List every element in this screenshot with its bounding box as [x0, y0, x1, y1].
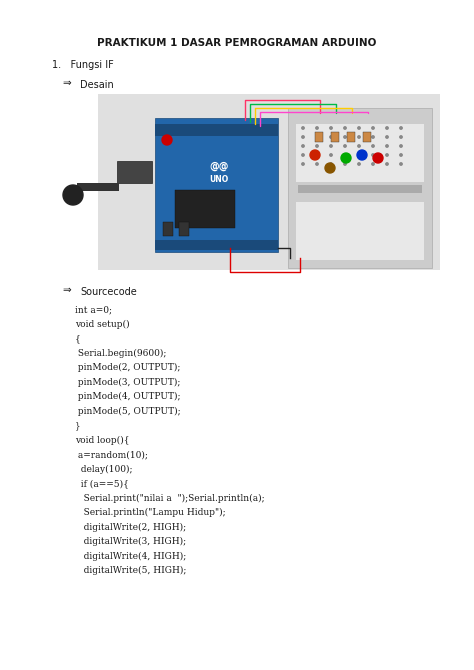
Circle shape	[358, 136, 360, 138]
Text: void loop(){: void loop(){	[75, 436, 129, 445]
Text: ⇒: ⇒	[62, 285, 71, 295]
Circle shape	[386, 127, 388, 129]
Text: void setup(): void setup()	[75, 320, 129, 328]
Circle shape	[344, 154, 346, 156]
Bar	[155, 124, 278, 136]
Circle shape	[372, 145, 374, 147]
Circle shape	[302, 136, 304, 138]
Circle shape	[330, 145, 332, 147]
Circle shape	[330, 154, 332, 156]
Circle shape	[330, 136, 332, 138]
Bar	[163, 222, 173, 236]
Circle shape	[344, 145, 346, 147]
Text: digitalWrite(2, HIGH);: digitalWrite(2, HIGH);	[75, 523, 186, 531]
Circle shape	[372, 154, 374, 156]
Circle shape	[344, 136, 346, 138]
Text: digitalWrite(3, HIGH);: digitalWrite(3, HIGH);	[75, 537, 186, 546]
Circle shape	[400, 136, 402, 138]
Bar	[347, 132, 355, 142]
Circle shape	[325, 163, 335, 173]
Text: PRAKTIKUM 1 DASAR PEMROGRAMAN ARDUINO: PRAKTIKUM 1 DASAR PEMROGRAMAN ARDUINO	[97, 38, 377, 48]
Text: pinMode(3, OUTPUT);: pinMode(3, OUTPUT);	[75, 377, 181, 387]
Circle shape	[372, 127, 374, 129]
Circle shape	[358, 163, 360, 165]
Bar	[288, 108, 432, 268]
Text: Serial.println("Lampu Hidup");: Serial.println("Lampu Hidup");	[75, 508, 226, 517]
Circle shape	[400, 163, 402, 165]
Text: ⇒: ⇒	[62, 78, 71, 88]
Text: {: {	[75, 334, 81, 343]
Circle shape	[302, 163, 304, 165]
Circle shape	[400, 154, 402, 156]
Circle shape	[316, 127, 318, 129]
Text: 1.   Fungsi IF: 1. Fungsi IF	[52, 60, 114, 70]
Circle shape	[373, 153, 383, 163]
Bar	[363, 132, 371, 142]
Text: delay(100);: delay(100);	[75, 464, 133, 474]
Bar	[77, 183, 119, 191]
Text: a=random(10);: a=random(10);	[75, 450, 148, 459]
Bar	[155, 240, 278, 250]
Bar	[296, 124, 424, 182]
Circle shape	[386, 145, 388, 147]
Bar	[296, 202, 424, 260]
Text: Serial.print("nilai a  ");Serial.println(a);: Serial.print("nilai a ");Serial.println(…	[75, 494, 264, 502]
Bar	[179, 222, 189, 236]
Bar	[117, 161, 152, 183]
Circle shape	[372, 136, 374, 138]
Bar	[331, 132, 339, 142]
Circle shape	[386, 163, 388, 165]
Circle shape	[344, 163, 346, 165]
Circle shape	[330, 163, 332, 165]
Text: digitalWrite(5, HIGH);: digitalWrite(5, HIGH);	[75, 566, 186, 575]
Text: digitalWrite(4, HIGH);: digitalWrite(4, HIGH);	[75, 551, 186, 561]
Text: @@: @@	[209, 161, 229, 172]
Bar	[98, 94, 440, 270]
Circle shape	[316, 136, 318, 138]
Text: int a=0;: int a=0;	[75, 305, 112, 314]
Text: if (a==5){: if (a==5){	[75, 479, 129, 488]
Text: pinMode(4, OUTPUT);: pinMode(4, OUTPUT);	[75, 392, 181, 401]
Circle shape	[162, 135, 172, 145]
Circle shape	[316, 145, 318, 147]
Circle shape	[63, 185, 83, 205]
Text: Desain: Desain	[80, 80, 114, 90]
Text: pinMode(2, OUTPUT);: pinMode(2, OUTPUT);	[75, 363, 181, 372]
Circle shape	[302, 145, 304, 147]
Text: UNO: UNO	[210, 175, 228, 184]
Circle shape	[358, 154, 360, 156]
Text: pinMode(5, OUTPUT);: pinMode(5, OUTPUT);	[75, 407, 181, 415]
Circle shape	[372, 163, 374, 165]
Bar	[315, 132, 323, 142]
Circle shape	[316, 163, 318, 165]
Bar	[298, 185, 422, 193]
Circle shape	[386, 136, 388, 138]
Circle shape	[400, 145, 402, 147]
Circle shape	[302, 127, 304, 129]
Circle shape	[400, 127, 402, 129]
Circle shape	[358, 145, 360, 147]
Bar	[175, 190, 235, 228]
Bar	[155, 118, 278, 252]
Circle shape	[302, 154, 304, 156]
Text: }: }	[75, 421, 81, 430]
Circle shape	[344, 127, 346, 129]
Text: Sourcecode: Sourcecode	[80, 287, 137, 297]
Circle shape	[330, 127, 332, 129]
Circle shape	[316, 154, 318, 156]
Circle shape	[310, 150, 320, 160]
Circle shape	[341, 153, 351, 163]
Circle shape	[386, 154, 388, 156]
Text: Serial.begin(9600);: Serial.begin(9600);	[75, 348, 166, 358]
Circle shape	[358, 127, 360, 129]
Circle shape	[357, 150, 367, 160]
